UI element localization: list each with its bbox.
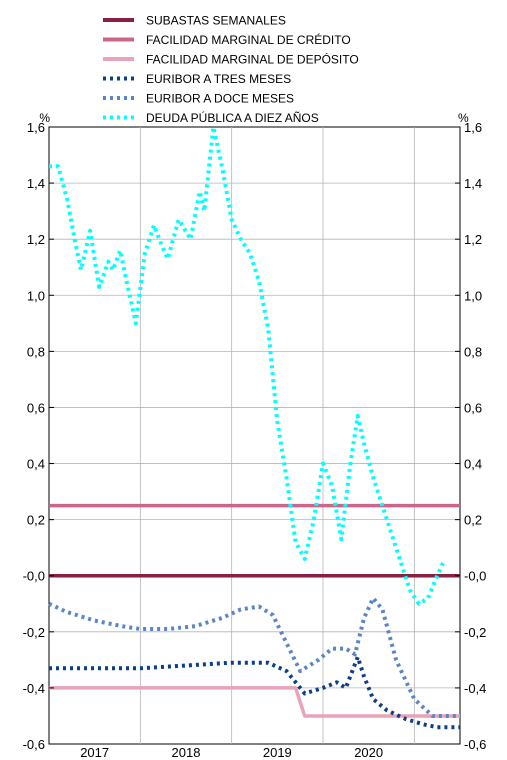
series-line-2 (49, 686, 460, 718)
y-tick-label-right: -0,0 (464, 569, 486, 584)
y-unit-left: % (39, 111, 50, 125)
y-tick-label-right: -0,2 (464, 625, 486, 640)
legend-label: FACILIDAD MARGINAL DE CRÉDITO (146, 32, 351, 47)
y-axis-right: 1,6 1,4 1,2 1,0 0,8 0,6 0,4 0,2 -0,0 -0,2 -0,4 -0,6 (455, 120, 486, 752)
y-tick-label-left: 0,4 (27, 457, 45, 472)
y-tick-label-left: 0,8 (27, 344, 45, 359)
y-tick-label-right: 0,4 (464, 457, 482, 472)
y-tick-label-left: 0,6 (27, 400, 45, 415)
y-tick-label-right: 0,8 (464, 344, 482, 359)
y-tick-label-left: -0,0 (23, 569, 45, 584)
y-tick-label-left: -0,4 (23, 681, 45, 696)
y-tick-label-left: -0,2 (23, 625, 45, 640)
y-tick-label-left: -0,6 (23, 737, 45, 752)
legend-label: EURIBOR A TRES MESES (146, 72, 291, 86)
x-axis: 2017 2018 2019 2020 (80, 745, 383, 760)
y-tick-label-right: 1,6 (464, 120, 482, 135)
y-tick-label-left: 0,2 (27, 513, 45, 528)
y-axis-left: 1,6 1,4 1,2 1,0 0,8 0,6 0,4 0,2 -0,0 -0,2 -0,4 -0,6 (23, 120, 54, 752)
y-tick-label-right: 1,0 (464, 288, 482, 303)
y-tick-label-left: 1,6 (27, 120, 45, 135)
y-tick-label-left: 1,0 (27, 288, 45, 303)
legend: SUBASTAS SEMANALES FACILIDAD MARGINAL DE … (103, 14, 359, 125)
y-tick-label-right: -0,4 (464, 681, 486, 696)
grid (49, 127, 460, 744)
series-line-3 (49, 655, 460, 730)
x-tick-label: 2017 (80, 745, 109, 760)
series-layer (48, 125, 460, 730)
x-tick-label: 2020 (354, 745, 383, 760)
legend-label: EURIBOR A DOCE MESES (146, 92, 294, 106)
legend-label: SUBASTAS SEMANALES (146, 14, 286, 28)
legend-label: FACILIDAD MARGINAL DE DEPÓSITO (146, 52, 359, 67)
series-line-5 (49, 125, 446, 606)
y-tick-label-right: 1,4 (464, 176, 482, 191)
series-line-4 (48, 596, 460, 718)
plot-area (48, 125, 461, 745)
y-tick-label-right: 1,2 (464, 232, 482, 247)
y-tick-label-right: 0,2 (464, 513, 482, 528)
legend-label: DEUDA PÚBLICA A DIEZ AÑOS (146, 110, 319, 125)
y-tick-label-right: 0,6 (464, 400, 482, 415)
x-tick-label: 2019 (263, 745, 292, 760)
y-tick-label-right: -0,6 (464, 737, 486, 752)
y-unit-right: % (458, 111, 469, 125)
plot-frame (48, 126, 461, 745)
y-tick-label-left: 1,4 (27, 176, 45, 191)
y-tick-label-left: 1,2 (27, 232, 45, 247)
x-tick-label: 2018 (172, 745, 201, 760)
